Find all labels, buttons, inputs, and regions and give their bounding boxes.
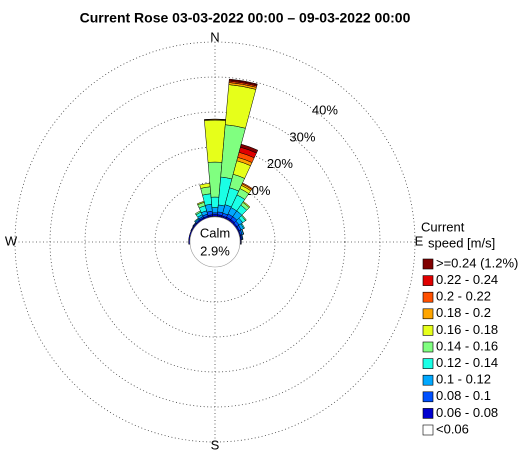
rose-segment — [210, 196, 220, 208]
legend-swatch — [422, 291, 434, 303]
calm-value: 2.9% — [200, 243, 230, 258]
legend-swatch — [422, 341, 434, 353]
legend-swatch — [422, 391, 434, 403]
grid-ring — [84, 111, 346, 373]
legend-swatch — [422, 258, 434, 270]
legend-swatch — [422, 358, 434, 369]
legend-label: >=0.24 (1.2%) — [436, 255, 518, 270]
legend-title: speed [m/s] — [428, 235, 495, 250]
legend-label: 0.12 - 0.14 — [436, 355, 498, 370]
legend-label: 0.1 - 0.12 — [436, 372, 491, 387]
calm-circle — [189, 216, 241, 268]
legend-label: 0.2 - 0.22 — [436, 289, 491, 304]
rose-segment — [240, 143, 259, 154]
grid-ring — [154, 181, 276, 303]
chart-title: Current Rose 03-03-2022 00:00 – 09-03-20… — [80, 10, 411, 26]
rose-segment — [240, 214, 247, 221]
ring-label: 10% — [244, 183, 270, 198]
rose-segment — [241, 182, 253, 190]
rose-segment — [211, 207, 219, 214]
rose-segment — [240, 222, 245, 229]
grid-ring — [119, 146, 311, 338]
compass-label: E — [415, 233, 424, 248]
legend-label: 0.06 - 0.08 — [436, 405, 498, 420]
grid-ring — [49, 76, 381, 408]
ring-label: 20% — [267, 156, 293, 171]
legend-swatch — [422, 325, 434, 336]
calm-label: Calm — [200, 225, 230, 240]
legend-swatch — [422, 408, 434, 419]
rose-segment — [241, 234, 244, 240]
legend-swatch — [422, 374, 434, 386]
legend-title: Current — [421, 219, 465, 234]
compass-label: W — [5, 233, 18, 248]
compass-label: S — [211, 437, 220, 450]
legend-label: <0.06 — [436, 421, 469, 436]
legend-label: 0.08 - 0.1 — [436, 388, 491, 403]
rose-segment — [242, 201, 251, 209]
ring-label: 40% — [312, 102, 338, 117]
ring-label: 30% — [289, 129, 315, 144]
legend-swatch — [422, 275, 434, 286]
rose-segment — [224, 84, 257, 129]
legend-swatch — [422, 424, 434, 436]
rose-segment — [228, 78, 258, 86]
legend-swatch — [422, 308, 434, 320]
legend-label: 0.16 - 0.18 — [436, 322, 498, 337]
legend-label: 0.22 - 0.24 — [436, 272, 498, 287]
rose-segment — [241, 229, 245, 235]
rose-segment — [188, 239, 191, 245]
compass-label: N — [210, 29, 219, 44]
legend-label: 0.18 - 0.2 — [436, 305, 491, 320]
legend-label: 0.14 - 0.16 — [436, 338, 498, 353]
